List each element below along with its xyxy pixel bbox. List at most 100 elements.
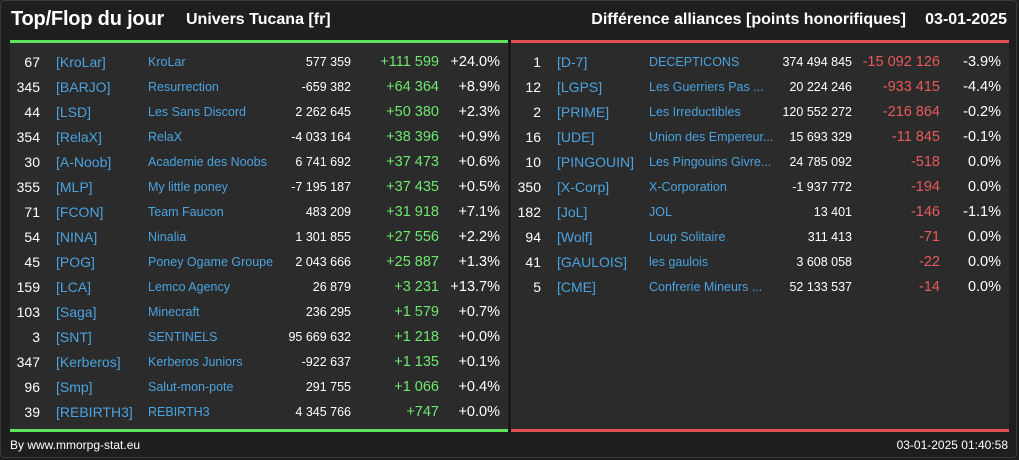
alliance-rank: 16 [525, 129, 541, 145]
alliance-name-link[interactable]: Salut-mon-pote [148, 380, 234, 394]
alliance-name-link[interactable]: Kerberos Juniors [148, 355, 243, 369]
alliance-tag-link[interactable]: [RelaX] [56, 129, 102, 145]
alliance-name-link[interactable]: Les Irreductibles [649, 105, 741, 119]
percent-change: +7.1% [458, 204, 500, 220]
alliance-name-link[interactable]: REBIRTH3 [148, 405, 210, 419]
alliance-rank: 39 [24, 404, 40, 420]
alliance-tag-link[interactable]: [NINA] [56, 229, 98, 245]
alliance-name-link[interactable]: Poney Ogame Groupe [148, 255, 274, 269]
alliance-tag-link[interactable]: [CME] [557, 279, 596, 295]
alliance-name-link[interactable]: les gaulois [649, 255, 709, 269]
alliance-name-link[interactable]: Minecraft [148, 305, 200, 319]
percent-change: +2.2% [458, 229, 500, 245]
metric-title: Différence alliances [points honorifique… [591, 11, 906, 28]
alliance-name-link[interactable]: Team Faucon [148, 205, 224, 219]
percent-change: +24.0% [450, 54, 500, 70]
alliance-tag-link[interactable]: [REBIRTH3] [56, 404, 133, 420]
alliance-tag-link[interactable]: [Saga] [56, 304, 97, 320]
alliance-points: 3 608 058 [796, 255, 852, 269]
alliance-tag-link[interactable]: [KroLar] [56, 54, 106, 70]
table-row: 5 [CME] Confrerie Mineurs ... 52 133 537 -14… [511, 275, 1009, 300]
alliance-rank: 345 [16, 79, 40, 95]
alliance-tag-link[interactable]: [PINGOUIN] [557, 154, 635, 170]
alliance-rank: 30 [24, 154, 40, 170]
alliance-tag-link[interactable]: [BARJO] [56, 79, 111, 95]
alliance-points: 15 693 329 [789, 130, 852, 144]
table-row: 347 [Kerberos] Kerberos Juniors -922 637 +1 … [10, 350, 508, 375]
alliance-rank: 355 [16, 179, 40, 195]
alliance-name-link[interactable]: Union des Empereur... [649, 130, 774, 144]
points-difference: -15 092 126 [862, 54, 940, 70]
points-difference: -518 [910, 154, 940, 170]
alliance-name-link[interactable]: Confrerie Mineurs ... [649, 280, 763, 294]
alliance-points: 52 133 537 [789, 280, 852, 294]
points-difference: -146 [910, 204, 940, 220]
alliance-points: -7 195 187 [291, 180, 351, 194]
table-row: 44 [LSD] Les Sans Discord 2 262 645 +50 380 +… [10, 100, 508, 125]
percent-change: +1.3% [458, 254, 500, 270]
alliance-tag-link[interactable]: [X-Corp] [557, 179, 610, 195]
alliance-rank: 159 [16, 279, 40, 295]
alliance-points: 1 301 855 [295, 230, 351, 244]
alliance-name-link[interactable]: Les Sans Discord [148, 105, 246, 119]
points-difference: +31 918 [386, 204, 439, 220]
alliance-tag-link[interactable]: [GAULOIS] [557, 254, 628, 270]
alliance-tag-link[interactable]: [Wolf] [557, 229, 593, 245]
percent-change: 0.0% [967, 154, 1001, 170]
alliance-name-link[interactable]: Academie des Noobs [148, 155, 267, 169]
percent-change: +0.1% [458, 354, 500, 370]
alliance-tag-link[interactable]: [SNT] [56, 329, 92, 345]
alliance-name-link[interactable]: Loup Solitaire [649, 230, 726, 244]
table-row: 45 [POG] Poney Ogame Groupe 2 043 666 +25 88… [10, 250, 508, 275]
source-link[interactable]: By www.mmorpg-stat.eu [10, 438, 141, 452]
server-name: Univers Tucana [fr] [186, 11, 331, 28]
points-difference: -933 415 [882, 79, 940, 95]
table-row: 41 [GAULOIS] les gaulois 3 608 058 -22 0.0% [511, 250, 1009, 275]
alliance-tag-link[interactable]: [LGPS] [557, 79, 603, 95]
alliance-name-link[interactable]: RelaX [148, 130, 183, 144]
points-difference: +37 473 [386, 154, 439, 170]
alliance-name-link[interactable]: JOL [649, 205, 672, 219]
points-difference: +3 231 [394, 279, 439, 295]
percent-change: +0.9% [458, 129, 500, 145]
percent-change: +2.3% [458, 104, 500, 120]
alliance-tag-link[interactable]: [PRIME] [557, 104, 610, 120]
alliance-points: 24 785 092 [789, 155, 852, 169]
alliance-tag-link[interactable]: [UDE] [557, 129, 595, 145]
header-date: 03-01-2025 [925, 11, 1007, 28]
table-row: 345 [BARJO] Resurrection -659 382 +64 364 +8.… [10, 75, 508, 100]
alliance-name-link[interactable]: Les Pingouins Givre... [649, 155, 772, 169]
alliance-name-link[interactable]: My little poney [148, 180, 228, 194]
alliance-rank: 41 [525, 254, 541, 270]
alliance-name-link[interactable]: Ninalia [148, 230, 187, 244]
alliance-tag-link[interactable]: [POG] [56, 254, 95, 270]
percent-change: 0.0% [967, 229, 1001, 245]
points-difference: -71 [919, 229, 940, 245]
alliance-name-link[interactable]: DECEPTICONS [649, 55, 740, 69]
points-difference: +111 599 [380, 54, 439, 70]
alliance-tag-link[interactable]: [FCON] [56, 204, 104, 220]
alliance-tag-link[interactable]: [LSD] [56, 104, 92, 120]
alliance-name-link[interactable]: SENTINELS [148, 330, 218, 344]
points-difference: +64 364 [386, 79, 439, 95]
alliance-tag-link[interactable]: [JoL] [557, 204, 588, 220]
alliance-name-link[interactable]: Lemco Agency [148, 280, 230, 294]
percent-change: -1.1% [963, 204, 1001, 220]
table-row: 30 [A-Noob] Academie des Noobs 6 741 692 +37… [10, 150, 508, 175]
alliance-tag-link[interactable]: [A-Noob] [56, 154, 112, 170]
table-row: 39 [REBIRTH3] REBIRTH3 4 345 766 +747 +0.0% [10, 400, 508, 425]
alliance-name-link[interactable]: X-Corporation [649, 180, 727, 194]
alliance-points: 577 359 [305, 55, 351, 69]
alliance-name-link[interactable]: Les Guerriers Pas ... [649, 80, 764, 94]
percent-change: +8.9% [458, 79, 500, 95]
alliance-tag-link[interactable]: [Kerberos] [56, 354, 121, 370]
alliance-name-link[interactable]: Resurrection [148, 80, 219, 94]
table-row: 94 [Wolf] Loup Solitaire 311 413 -71 0.0% [511, 225, 1009, 250]
points-difference: +1 579 [394, 304, 439, 320]
alliance-tag-link[interactable]: [Smp] [56, 379, 93, 395]
alliance-name-link[interactable]: KroLar [148, 55, 186, 69]
alliance-tag-link[interactable]: [D-7] [557, 54, 588, 70]
table-row: 3 [SNT] SENTINELS 95 669 632 +1 218 +0.0% [10, 325, 508, 350]
alliance-tag-link[interactable]: [MLP] [56, 179, 93, 195]
alliance-tag-link[interactable]: [LCA] [56, 279, 92, 295]
